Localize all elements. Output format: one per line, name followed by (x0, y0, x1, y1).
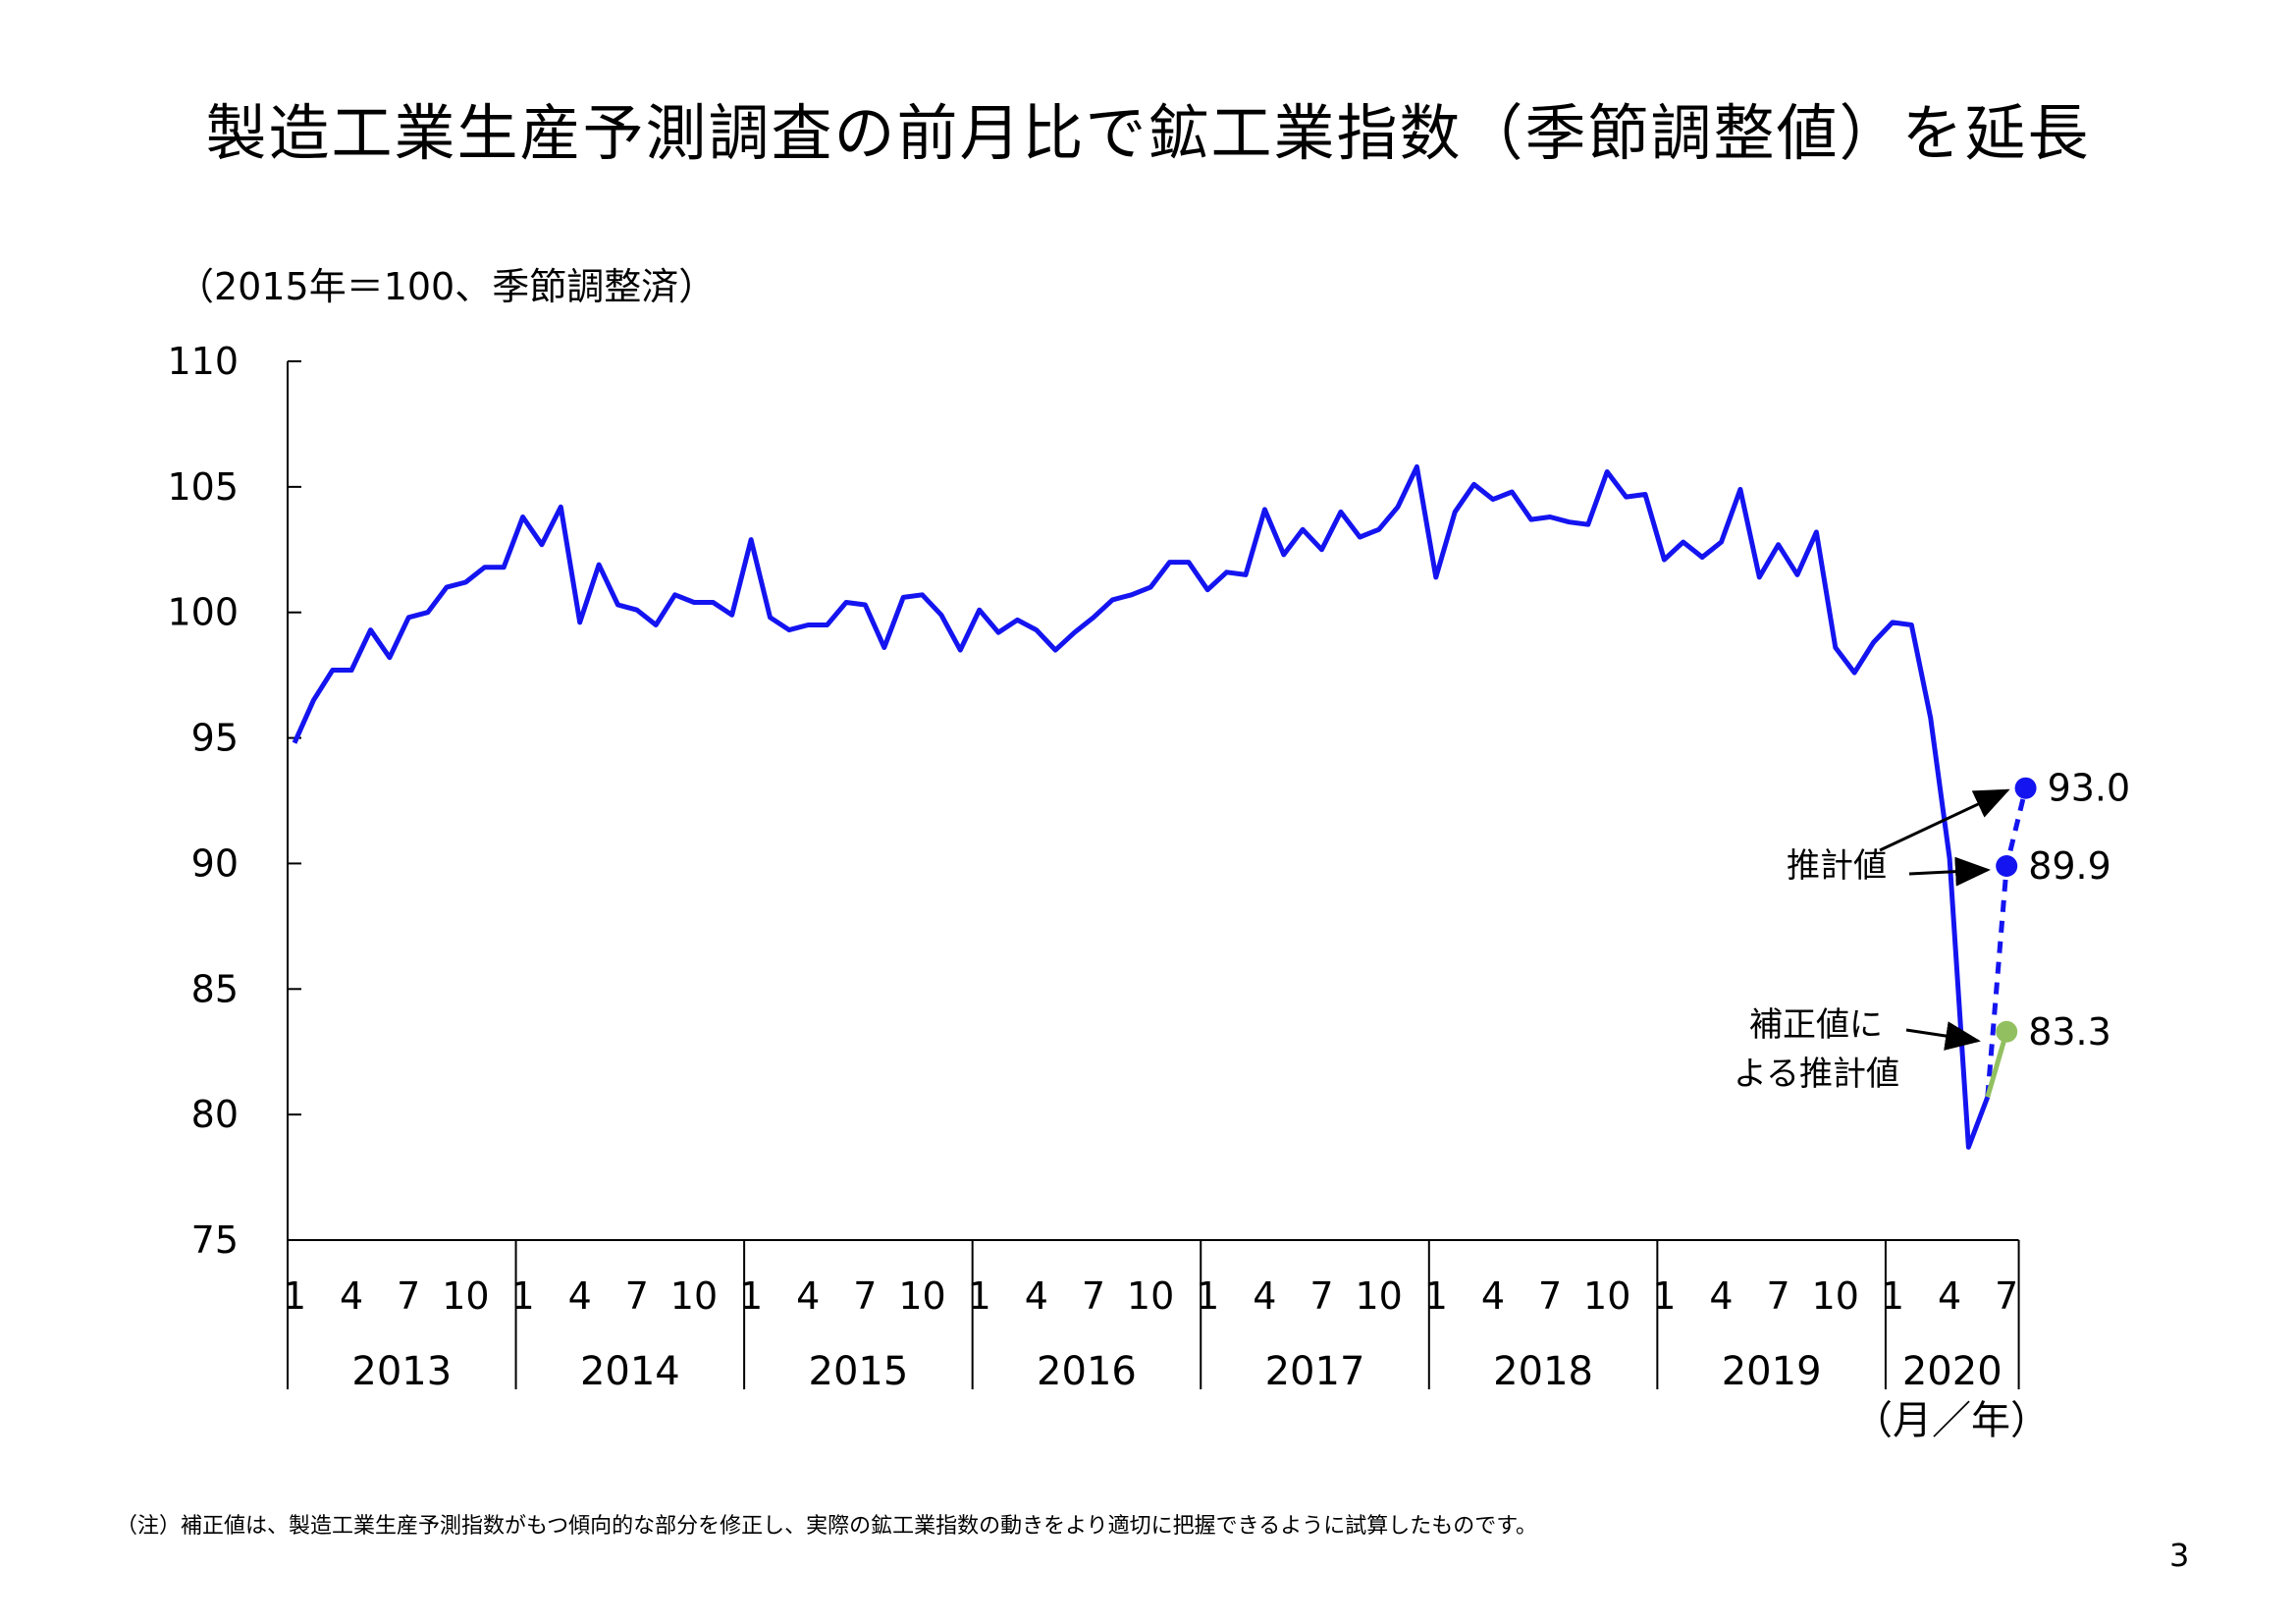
y-ticks: 75 80 85 90 95 100 105 110 (167, 340, 301, 1262)
y-tick-label: 100 (167, 591, 239, 634)
x-year-label: 2019 (1722, 1349, 1822, 1394)
x-month-label: 7 (1082, 1274, 1105, 1318)
estimate-arrow-upper (1879, 788, 2010, 852)
x-month-label: 7 (1995, 1274, 2018, 1318)
line-series-corrected (1985, 1031, 2009, 1098)
y-axis-unit-label: （2015年＝100、季節調整済） (177, 265, 716, 308)
x-year-label: 2014 (580, 1349, 680, 1394)
x-year-label: 2015 (809, 1349, 909, 1394)
x-month-label: 1 (968, 1274, 991, 1318)
data-label: 83.3 (2028, 1010, 2111, 1054)
x-month-label: 10 (1583, 1274, 1630, 1318)
x-month-label: 4 (340, 1274, 363, 1318)
x-month-label: 1 (1881, 1274, 1904, 1318)
x-month-label: 4 (568, 1274, 592, 1318)
x-month-label: 7 (1538, 1274, 1562, 1318)
x-year-label: 2013 (351, 1349, 452, 1394)
x-month-label: 7 (1309, 1274, 1333, 1318)
x-month-label: 1 (1652, 1274, 1676, 1318)
y-tick-label: 75 (191, 1218, 239, 1262)
x-year-label: 2020 (1902, 1349, 2002, 1394)
page-title: 製造工業生産予測調査の前月比で鉱工業指数（季節調整値）を延長 (205, 97, 2091, 169)
y-tick-label: 95 (191, 717, 239, 760)
annotations: 推計値 補正値に よる推計値 (1734, 788, 2010, 1094)
x-year-label: 2016 (1037, 1349, 1137, 1394)
x-year-label: 2018 (1493, 1349, 1593, 1394)
corrected-label-line2: よる推計値 (1734, 1055, 1899, 1094)
x-month-label: 1 (1196, 1274, 1219, 1318)
y-tick-label: 90 (191, 841, 239, 885)
y-tick-label: 110 (167, 340, 239, 383)
x-month-label: 1 (510, 1274, 534, 1318)
x-month-label: 10 (1812, 1274, 1859, 1318)
x-month-label: 10 (670, 1274, 718, 1318)
x-month-label: 4 (1709, 1274, 1733, 1318)
corrected-label-line1: 補正値に (1749, 1005, 1883, 1045)
x-month-label: 10 (1355, 1274, 1402, 1318)
estimate-points: 93.0 89.9 83.3 (1996, 767, 2130, 1054)
series-lines (292, 463, 2029, 1150)
x-year-label: 2017 (1265, 1349, 1365, 1394)
y-tick-label: 105 (167, 465, 239, 509)
point-estimate-jul (1996, 854, 2018, 877)
x-month-label: 1 (739, 1274, 763, 1318)
footnote: （注）補正値は、製造工業生産予測指数がもつ傾向的な部分を修正し、実際の鉱工業指数… (116, 1514, 1538, 1539)
x-month-label: 4 (1253, 1274, 1276, 1318)
x-axis-unit-label: （月／年） (1853, 1398, 2050, 1443)
y-tick-label: 85 (191, 967, 239, 1010)
x-month-label: 7 (625, 1274, 649, 1318)
line-series-index (292, 463, 1991, 1150)
axes (287, 361, 2020, 1389)
x-month-label: 10 (1127, 1274, 1174, 1318)
x-month-label: 7 (853, 1274, 877, 1318)
y-tick-label: 80 (191, 1093, 239, 1136)
x-month-label: 10 (442, 1274, 489, 1318)
estimate-arrow-lower (1908, 856, 1991, 887)
x-month-label: 4 (1025, 1274, 1048, 1318)
line-series-estimate (1985, 787, 2029, 1098)
point-estimate-aug (2014, 777, 2037, 799)
x-month-label: 7 (397, 1274, 420, 1318)
data-label: 93.0 (2048, 767, 2131, 810)
x-month-label: 10 (898, 1274, 945, 1318)
x-month-label: 4 (796, 1274, 820, 1318)
page-number: 3 (2169, 1537, 2190, 1574)
x-month-label: 4 (1481, 1274, 1505, 1318)
x-month-label: 1 (1424, 1274, 1448, 1318)
x-month-label: 4 (1938, 1274, 1961, 1318)
estimate-label: 推計値 (1787, 846, 1887, 886)
corrected-arrow (1905, 1021, 1981, 1051)
x-month-label: 1 (283, 1274, 306, 1318)
data-label: 89.9 (2028, 844, 2111, 888)
point-corrected-jul (1996, 1020, 2018, 1043)
x-month-label: 7 (1767, 1274, 1790, 1318)
